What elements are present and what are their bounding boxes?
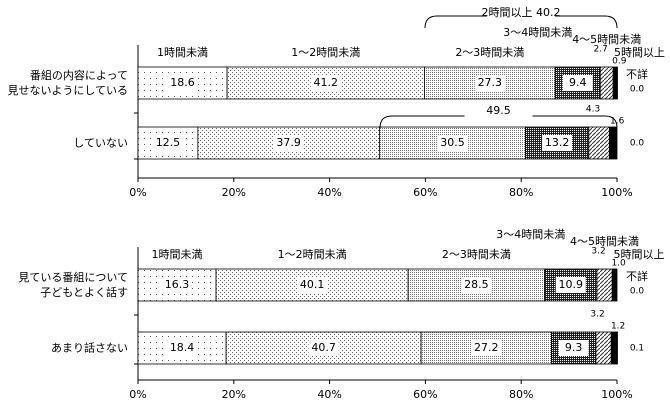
bar-segment	[596, 268, 613, 302]
label-bg	[562, 75, 593, 91]
bar-segment	[611, 268, 618, 302]
data-label: 28.5	[464, 278, 489, 291]
label-bg	[167, 75, 198, 91]
legend-label: 4～5時間未満	[570, 235, 639, 248]
label-bg	[152, 135, 183, 151]
x-tick-label: 40%	[317, 186, 341, 199]
x-tick-label: 20%	[222, 186, 246, 199]
data-label: 0.0	[630, 85, 645, 95]
data-label: 0.9	[612, 57, 627, 67]
label-bg	[471, 340, 502, 356]
legend-label: 3～4時間未満	[496, 228, 565, 241]
data-label: 27.2	[474, 341, 499, 354]
x-tick-label: 80%	[509, 388, 533, 401]
x-tick-label: 40%	[317, 388, 341, 401]
data-label: 10.9	[559, 278, 584, 291]
x-tick-label: 100%	[601, 388, 632, 401]
x-tick-label: 80%	[509, 186, 533, 199]
bar-segment	[599, 66, 614, 100]
legend-label: 不詳	[626, 67, 648, 81]
annotation: 2時間以上 40.2	[482, 6, 561, 19]
legend-label: 1時間未満	[157, 46, 208, 59]
data-label: 2.7	[594, 45, 608, 55]
legend-label: 4～5時間未満	[572, 33, 641, 46]
bar-segment	[612, 66, 618, 100]
data-label: 13.2	[545, 136, 570, 149]
x-tick-label: 0%	[129, 186, 146, 199]
legend-label: 3～4時間未満	[503, 26, 572, 39]
data-label: 1.0	[611, 259, 626, 269]
brace	[424, 15, 618, 29]
legend-label: 不詳	[626, 269, 648, 283]
label-bg	[437, 135, 468, 151]
label-bg	[474, 75, 505, 91]
bar-segment	[595, 331, 612, 365]
legend-label: 5時間以上	[614, 46, 665, 59]
legend-label: 2～3時間未満	[455, 46, 524, 59]
x-tick-label: 60%	[413, 388, 437, 401]
bar-segment	[608, 126, 618, 160]
data-label: 1.2	[611, 322, 625, 332]
bar-segment	[588, 126, 610, 160]
label-bg	[310, 75, 341, 91]
label-bg	[308, 340, 339, 356]
legend-label: 2～3時間未満	[442, 248, 511, 261]
data-label: 40.1	[300, 278, 325, 291]
category-label: 番組の内容によって 見せないようにしている	[7, 69, 128, 97]
data-label: 1.6	[610, 117, 625, 127]
label-bg	[162, 277, 193, 293]
annotation: 49.5	[486, 104, 511, 117]
data-label: 40.7	[311, 341, 336, 354]
x-tick-label: 100%	[601, 186, 632, 199]
x-tick-label: 0%	[129, 388, 146, 401]
data-label: 16.3	[165, 278, 190, 291]
brace	[379, 115, 618, 129]
label-bg	[167, 340, 198, 356]
data-label: 3.2	[591, 247, 605, 257]
data-label: 27.3	[478, 76, 503, 89]
legend-label: 1～2時間未満	[291, 46, 360, 59]
label-bg	[273, 135, 304, 151]
label-bg	[461, 277, 492, 293]
label-bg	[542, 135, 573, 151]
category-label: 見ている番組について 子どもとよく話す	[18, 271, 128, 299]
data-label: 3.2	[590, 310, 604, 320]
bar-segment	[610, 331, 618, 365]
data-label: 0.0	[630, 287, 645, 297]
label-bg	[555, 277, 586, 293]
data-label: 37.9	[276, 136, 301, 149]
data-label: 30.5	[440, 136, 465, 149]
data-label: 0.0	[630, 139, 645, 149]
legend-label: 1時間未満	[152, 248, 203, 261]
label-bg	[297, 277, 328, 293]
data-label: 9.3	[565, 341, 583, 354]
data-label: 9.4	[569, 76, 587, 89]
data-label: 4.3	[586, 105, 600, 115]
data-label: 41.2	[314, 76, 339, 89]
bar-segment	[525, 126, 590, 160]
legend-label: 1～2時間未満	[278, 248, 347, 261]
legend-label: 5時間以上	[614, 248, 665, 261]
data-label: 18.4	[170, 341, 195, 354]
x-tick-label: 20%	[222, 388, 246, 401]
data-label: 0.1	[630, 344, 644, 354]
label-bg	[558, 340, 589, 356]
x-tick-label: 60%	[413, 186, 437, 199]
category-label: あまり話さない	[51, 341, 128, 355]
data-label: 12.5	[156, 136, 181, 149]
data-label: 18.6	[170, 76, 195, 89]
category-label: していない	[73, 136, 128, 150]
